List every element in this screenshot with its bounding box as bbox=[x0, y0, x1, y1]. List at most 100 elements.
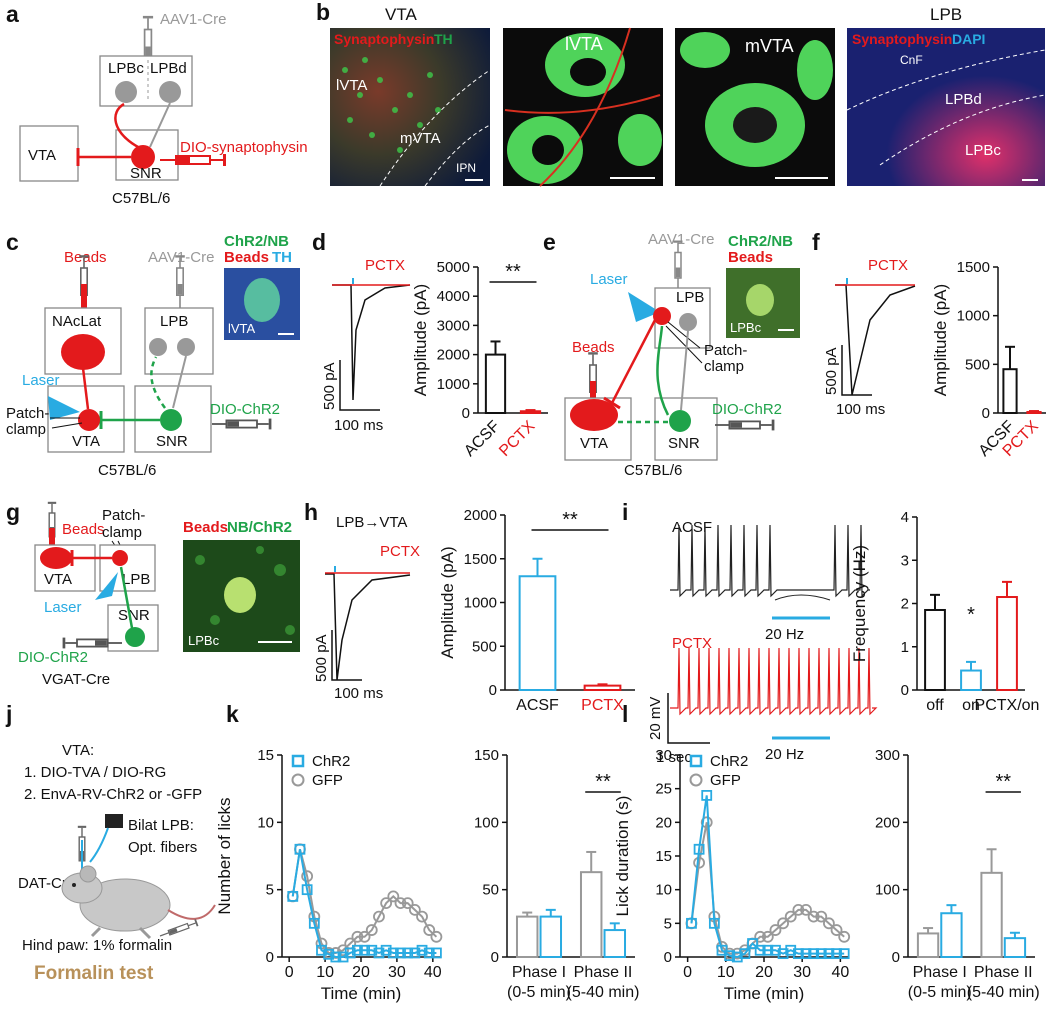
point bbox=[701, 790, 713, 801]
virus-label: AAV1-Cre bbox=[160, 11, 226, 28]
y-tick-label: 15 bbox=[257, 747, 274, 764]
point bbox=[807, 910, 820, 923]
panel-b: b VTA LPB Synaptophysin TH lVTA mVTA IPN… bbox=[316, 0, 1046, 187]
bar bbox=[1002, 368, 1018, 415]
bar bbox=[924, 608, 946, 691]
panel-letter: k bbox=[226, 701, 239, 727]
virus-label: AAV1-Cre bbox=[648, 231, 714, 248]
x-tick-label: 30 bbox=[388, 964, 406, 981]
point bbox=[800, 948, 812, 960]
y-tick-label: 30 bbox=[655, 747, 672, 764]
point bbox=[359, 944, 370, 956]
x-tick-label: Phase II bbox=[974, 964, 1033, 981]
scale-label: 100 ms bbox=[836, 401, 885, 418]
virus-label: DIO-ChR2 bbox=[210, 401, 280, 418]
x-tick-label: PCTX bbox=[496, 418, 538, 460]
y-axis-label: Amplitude (pA) bbox=[931, 284, 950, 396]
series-line bbox=[291, 849, 438, 954]
series-line bbox=[690, 822, 845, 955]
patch-label: Patch- bbox=[102, 507, 145, 524]
point bbox=[777, 917, 789, 930]
panel-letter: g bbox=[6, 499, 20, 525]
region-label: IPN bbox=[456, 161, 476, 175]
y-tick-label: 10 bbox=[655, 882, 672, 899]
point bbox=[380, 944, 392, 956]
point bbox=[686, 917, 697, 929]
point bbox=[301, 884, 313, 896]
y-tick-label: 10 bbox=[257, 814, 274, 831]
y-tick-label: 50 bbox=[482, 882, 499, 899]
legend-label: GFP bbox=[710, 772, 741, 789]
y-tick-label: 100 bbox=[875, 882, 900, 899]
point bbox=[301, 870, 314, 883]
point bbox=[731, 951, 743, 963]
panel-letter: l bbox=[622, 701, 628, 727]
scale-label: 500 pA bbox=[823, 347, 840, 395]
patch-label: clamp bbox=[704, 358, 744, 375]
x-tick-label: Phase II bbox=[574, 964, 633, 981]
significance-label: * bbox=[967, 604, 975, 626]
y-axis-label: Frequency (Hz) bbox=[850, 545, 869, 662]
virus-label: DIO-ChR2 bbox=[712, 401, 782, 418]
scale-label: 100 ms bbox=[334, 417, 383, 434]
region-label: VTA bbox=[580, 435, 608, 452]
region-label: LPB bbox=[122, 571, 150, 588]
point bbox=[747, 938, 758, 949]
y-tick-label: 0 bbox=[266, 949, 274, 966]
bar bbox=[996, 596, 1018, 692]
x-tick-label: on bbox=[962, 697, 980, 714]
y-tick-label: 3 bbox=[901, 552, 909, 569]
stain-label: ChR2/NB bbox=[224, 233, 289, 250]
bar bbox=[583, 684, 622, 691]
beads-label: Beads bbox=[62, 521, 105, 538]
patch-label: clamp bbox=[102, 524, 142, 541]
y-tick-label: 0 bbox=[901, 682, 909, 699]
point bbox=[792, 948, 804, 960]
x-tick-label: 10 bbox=[316, 964, 334, 981]
panel-a: a AAV1-Cre LPBc LPBd VTA SNR DIO-synapto… bbox=[6, 1, 308, 207]
point bbox=[838, 930, 851, 943]
point bbox=[287, 891, 299, 902]
bar bbox=[519, 410, 542, 414]
panel-e: e AAV1-Cre Laser LPB Patch- clamp Beads … bbox=[543, 229, 800, 479]
x-tick-label: 30 bbox=[793, 964, 811, 981]
protocol-line: VTA: bbox=[62, 742, 94, 759]
y-tick-label: 150 bbox=[474, 747, 499, 764]
bar bbox=[539, 915, 563, 958]
point bbox=[416, 910, 428, 923]
voltage-trace bbox=[670, 524, 870, 598]
image-title: LPB bbox=[930, 5, 962, 24]
point bbox=[808, 948, 820, 960]
test-name: Formalin test bbox=[34, 963, 154, 984]
y-tick-label: 200 bbox=[875, 814, 900, 831]
y-tick-label: 0 bbox=[982, 405, 990, 422]
region-label: NAcLat bbox=[52, 313, 102, 330]
region-label: LPBc bbox=[730, 320, 762, 335]
mouse-line: C57BL/6 bbox=[98, 462, 156, 479]
point bbox=[724, 950, 736, 962]
x-tick-label: 0 bbox=[285, 964, 294, 981]
point bbox=[323, 948, 335, 960]
region-label: CnF bbox=[900, 53, 923, 67]
point bbox=[330, 951, 342, 963]
y-tick-label: 0 bbox=[489, 682, 497, 699]
virus-label: DIO-synaptophysin bbox=[180, 139, 308, 156]
y-tick-label: 1000 bbox=[464, 595, 497, 612]
y-tick-label: 4000 bbox=[437, 288, 470, 305]
stim-label: 20 Hz bbox=[765, 746, 804, 763]
x-tick-label: PCTX/on bbox=[975, 697, 1040, 714]
stain-label: TH bbox=[272, 249, 292, 266]
point bbox=[401, 897, 414, 910]
bar bbox=[1026, 411, 1042, 415]
x-tick-label: 40 bbox=[424, 964, 442, 981]
point bbox=[380, 897, 393, 910]
region-label: lVTA bbox=[336, 77, 367, 94]
image-title: VTA bbox=[385, 5, 417, 24]
point bbox=[815, 948, 827, 960]
y-tick-label: 5000 bbox=[437, 259, 470, 276]
region-label: LPB bbox=[676, 289, 704, 306]
significance-label: ** bbox=[995, 771, 1011, 793]
panel-c: c Beads AAV1-Cre NAcLat LPB VTA SNR Lase… bbox=[6, 229, 300, 479]
panel-letter: e bbox=[543, 229, 556, 255]
